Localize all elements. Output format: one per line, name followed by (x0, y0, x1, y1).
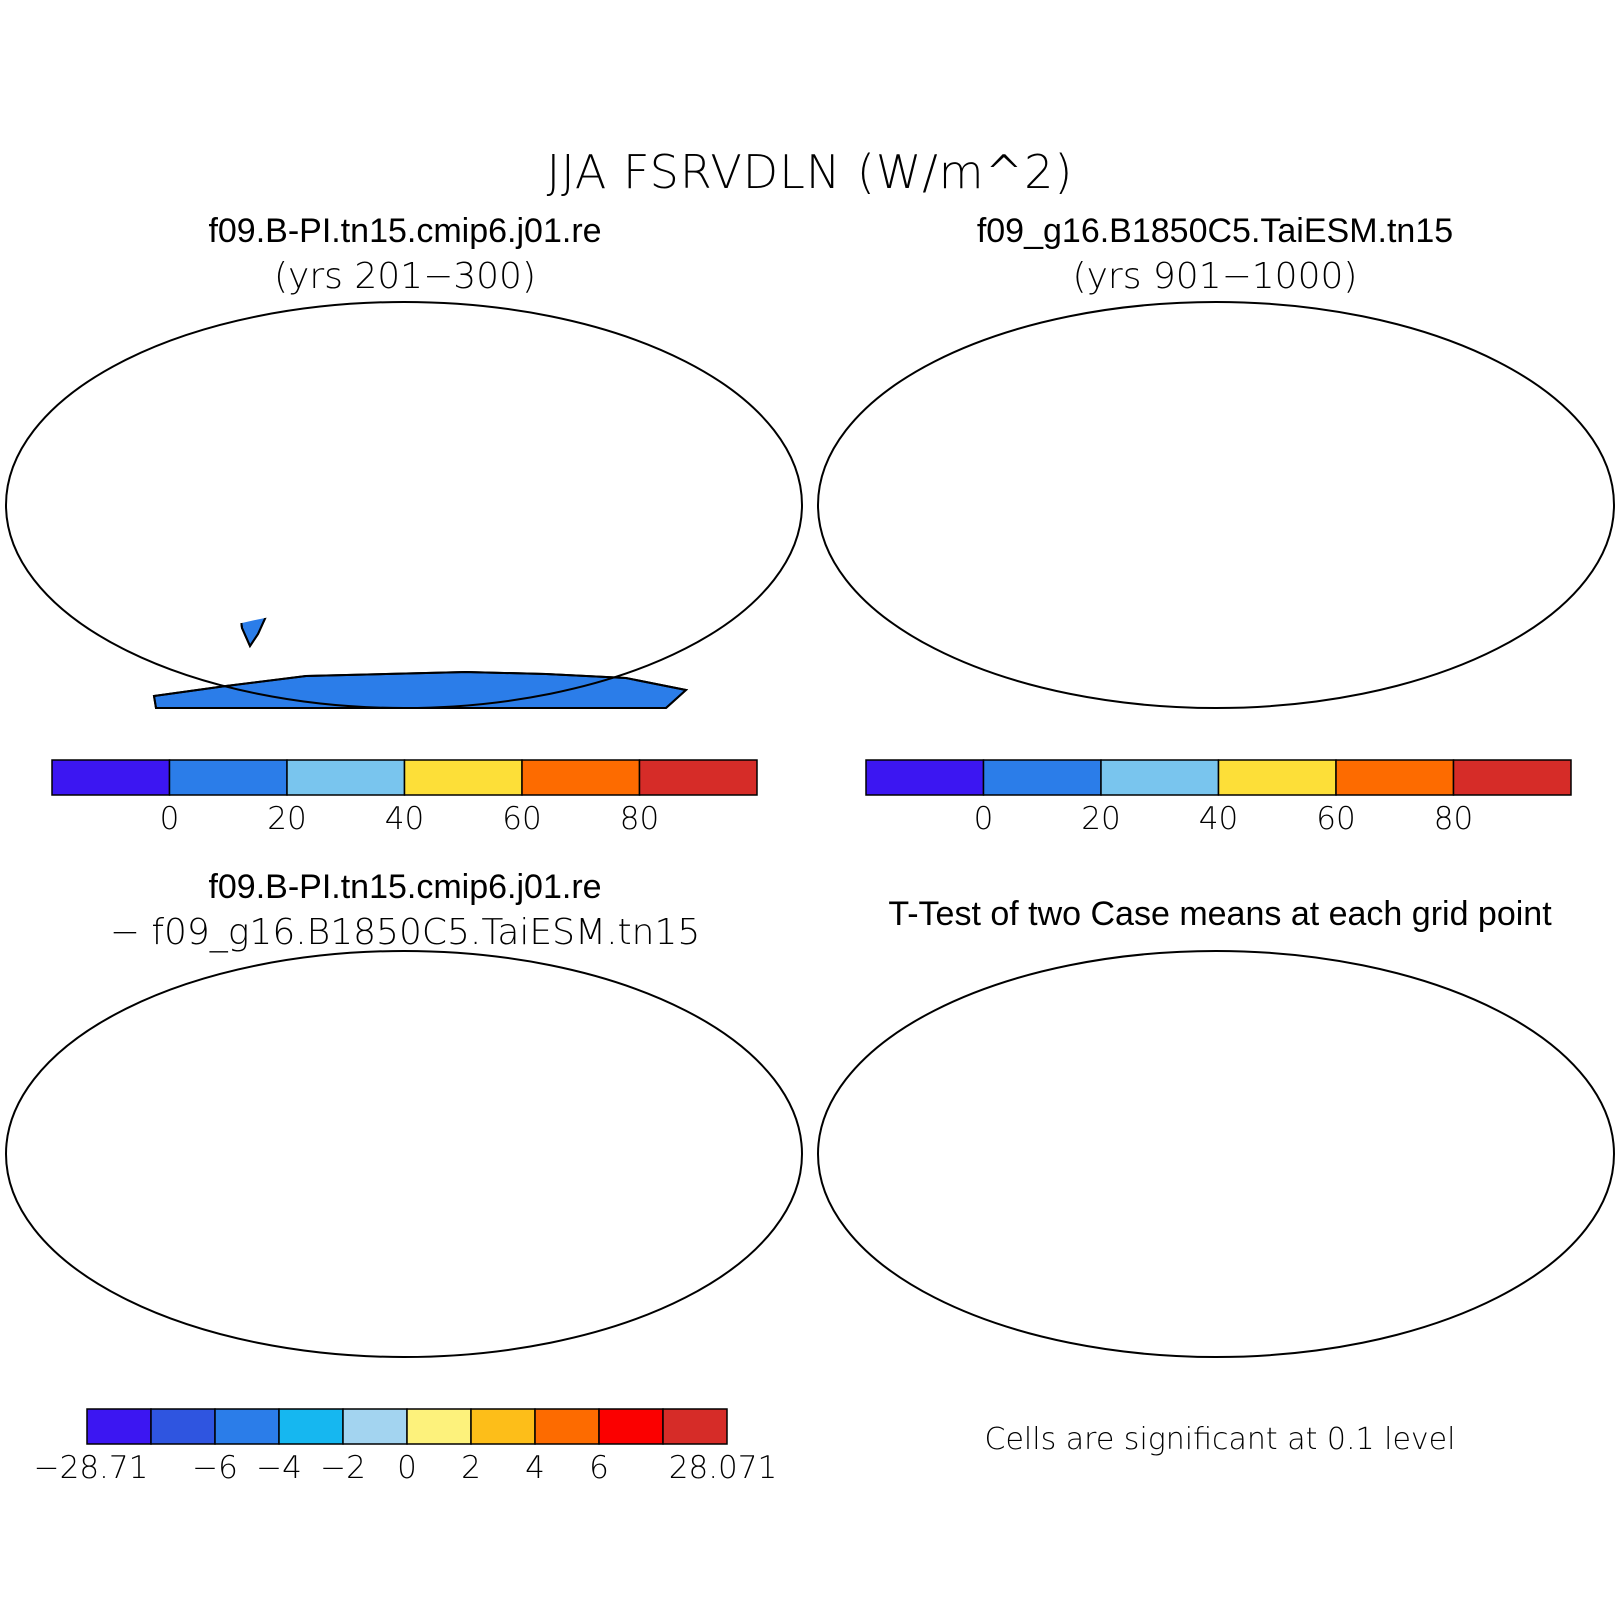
figure-title: JJA FSRVDLN (W/m^2) (546, 145, 1074, 199)
colorbar-box (865, 759, 985, 796)
colorbar-box (403, 759, 523, 796)
colorbar-box (342, 1408, 408, 1445)
colorbar-box (1452, 759, 1572, 796)
ocean (6, 951, 802, 1357)
colorbar-box (470, 1408, 536, 1445)
colorbar-tick-label: 40 (1199, 801, 1238, 837)
colorbar-box (406, 1408, 472, 1445)
colorbar-tick-label: 0 (397, 1450, 417, 1486)
colorbar-box (278, 1408, 344, 1445)
ocean (818, 302, 1614, 708)
colorbar-box (982, 759, 1102, 796)
nonsig-cell (1448, 980, 1451, 986)
colorbar-tick-label: 4 (525, 1450, 545, 1486)
colorbar-tick-label: 60 (1316, 801, 1355, 837)
nonsig-cell (1534, 980, 1542, 984)
nonsig-cell (1519, 1018, 1525, 1021)
coastline (204, 604, 318, 649)
colorbar-diff: −28.71 −6 −4 −2 0 2 4 6 28.071 (34, 1408, 777, 1486)
colorbar-tick-label: 20 (267, 801, 306, 837)
map-border (5, 301, 803, 709)
ocean (6, 302, 802, 708)
panel-case1-title: f09.B-PI.tn15.cmip6.j01.re (208, 212, 602, 250)
panel-diff-subtitle: − f09_g16.B1850C5.TaiESM.tn15 (109, 912, 701, 953)
colorbar-tick-label: −28.71 (34, 1450, 149, 1486)
colorbar-box (86, 1408, 152, 1445)
nonsig-cell (1525, 973, 1529, 978)
colorbar-box (286, 759, 406, 796)
colorbar-tick-label: 80 (620, 801, 659, 837)
colorbar-tick-label: 60 (502, 801, 541, 837)
colorbar-tick-label: 6 (589, 1450, 609, 1486)
colorbar-box (521, 759, 641, 796)
panel-case2-subtitle: (yrs 901−1000) (1072, 256, 1358, 297)
map-border (817, 950, 1615, 1358)
ocean (818, 951, 1614, 1357)
map-border (5, 950, 803, 1358)
colorbar-box (598, 1408, 664, 1445)
colorbar-box (1335, 759, 1455, 796)
panel-case1-subtitle: (yrs 201−300) (274, 256, 536, 297)
map-panel-3 (817, 950, 1615, 1358)
colorbar-tick-label: −2 (320, 1450, 366, 1486)
nonsig-cell (1521, 996, 1529, 998)
colorbar-case1: 0 20 40 60 80 (51, 759, 758, 837)
nonsig-cell (1498, 972, 1504, 975)
colorbar-box (150, 1408, 216, 1445)
colorbar-tick-label: 80 (1434, 801, 1473, 837)
colorbar-tick-label: −6 (192, 1450, 238, 1486)
coastline (152, 670, 689, 709)
colorbar-tick-label: 40 (385, 801, 424, 837)
colorbar-tick-label: 0 (974, 801, 994, 837)
nonsig-cell (1472, 980, 1477, 984)
significance-note: Cells are significant at 0.1 level (984, 1422, 1456, 1457)
colorbar-box (662, 1408, 728, 1445)
nonsig-cell (1494, 986, 1501, 989)
colorbar-tick-label: 20 (1081, 801, 1120, 837)
colorbar-box (534, 1408, 600, 1445)
map-panel-1 (817, 301, 1615, 709)
colorbar-box (214, 1408, 280, 1445)
colorbar-box (638, 759, 758, 796)
colorbar-tick-label: 2 (461, 1450, 481, 1486)
map-panel-0 (5, 301, 803, 709)
panel-ttest-title: T-Test of two Case means at each grid po… (888, 895, 1552, 933)
map-panel-2 (5, 950, 803, 1358)
nonsig-cell (1470, 985, 1477, 988)
nonsig-cell (1494, 990, 1497, 995)
panel-diff-title: f09.B-PI.tn15.cmip6.j01.re (208, 868, 602, 906)
nonsig-cell (1515, 1002, 1521, 1008)
nonsig-cell (1488, 980, 1493, 983)
colorbar-box (51, 759, 171, 796)
colorbar-box (1100, 759, 1220, 796)
colorbar-tick-label: −4 (256, 1450, 302, 1486)
nonsig-cell (946, 980, 952, 985)
nonsig-cell (1508, 972, 1513, 975)
colorbar-tick-label: 0 (160, 801, 180, 837)
colorbar-box (168, 759, 288, 796)
panel-case2-title: f09_g16.B1850C5.TaiESM.tn15 (976, 212, 1454, 250)
colorbar-box (1217, 759, 1337, 796)
colorbar-case2: 0 20 40 60 80 (865, 759, 1572, 837)
map-border (817, 301, 1615, 709)
colorbar-tick-label: 28.071 (669, 1450, 777, 1486)
